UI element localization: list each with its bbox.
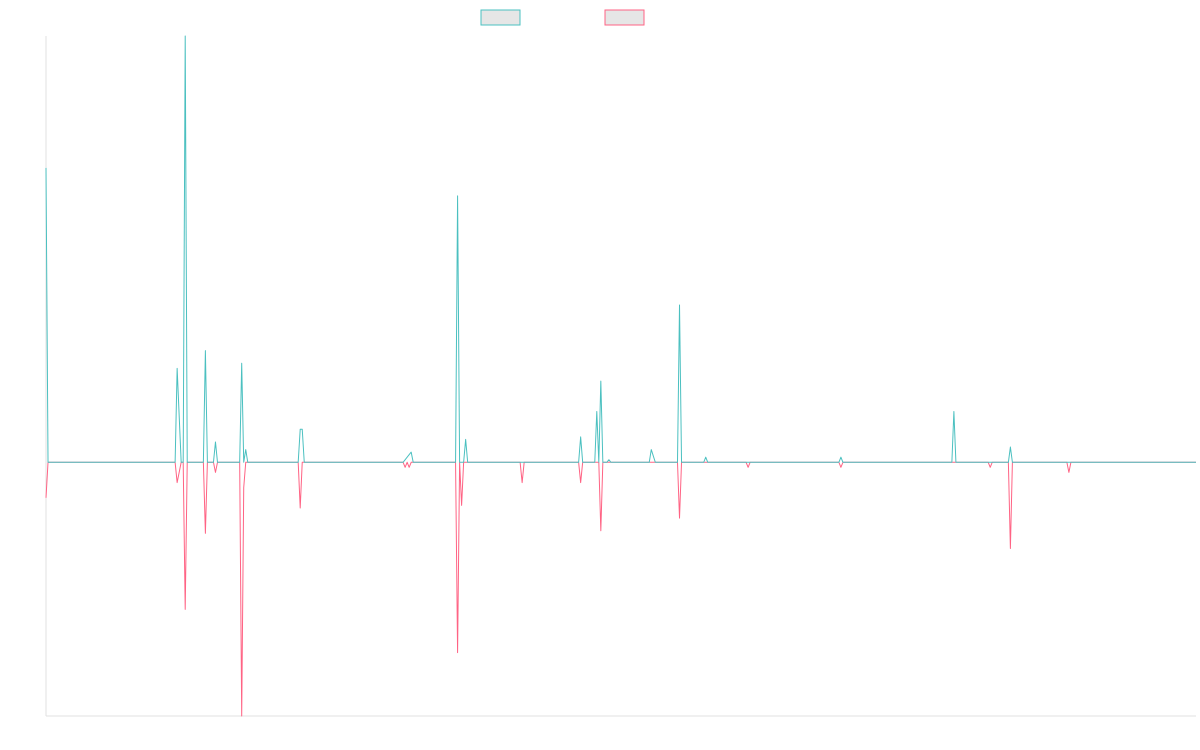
legend-swatch-series-1[interactable] xyxy=(480,9,521,26)
plot-area xyxy=(45,35,1196,717)
legend-swatch-series-2[interactable] xyxy=(604,9,645,26)
legend xyxy=(480,9,645,26)
series-1-line xyxy=(45,35,1196,463)
axes xyxy=(45,36,1196,717)
series-2-line xyxy=(45,461,1196,717)
